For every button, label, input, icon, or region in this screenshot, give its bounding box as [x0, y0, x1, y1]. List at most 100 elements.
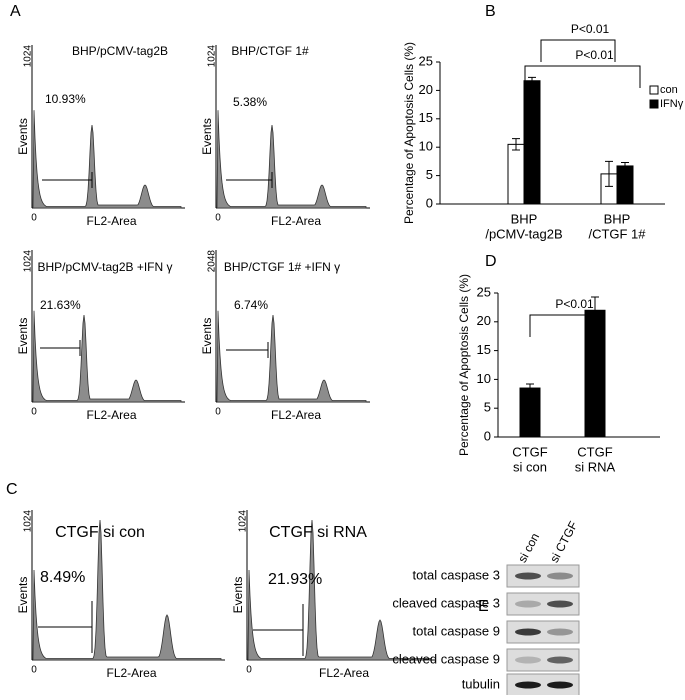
blot-strip	[506, 648, 580, 672]
blot-strip	[506, 620, 580, 644]
row-label: cleaved caspase 3	[392, 595, 500, 610]
y-max-label: 1024	[207, 45, 218, 68]
y-tick-label: 5	[484, 400, 491, 415]
histogram	[32, 519, 222, 661]
x-axis-label: FL2-Area	[86, 408, 136, 422]
band	[515, 656, 541, 664]
histogram-title: BHP/CTGF 1# +IFN γ	[224, 260, 340, 274]
band	[515, 600, 541, 608]
annotation: P<0.01	[571, 22, 610, 36]
x-axis-label: FL2-Area	[319, 666, 369, 680]
x-zero-label: 0	[31, 407, 37, 418]
histogram	[32, 310, 182, 403]
y-max-label: 1024	[23, 45, 34, 68]
y-axis-label: Events	[200, 318, 214, 355]
y-max-label: 1024	[23, 510, 34, 533]
y-tick-label: 0	[426, 195, 433, 210]
legend-label: IFNγ	[660, 98, 684, 110]
y-axis-label: Percentage of Apoptosis Cells (%)	[457, 274, 471, 456]
error-bar	[528, 76, 536, 85]
y-tick-label: 0	[484, 428, 491, 443]
row-label: tubulin	[462, 676, 500, 691]
band	[547, 572, 573, 580]
histogram-title: BHP/CTGF 1#	[231, 44, 309, 58]
x-tick-label: CTGF	[512, 444, 547, 459]
band	[547, 628, 573, 636]
bracket	[540, 39, 616, 62]
y-max-label: 2048	[207, 250, 218, 273]
x-tick-label: /CTGF 1#	[588, 226, 646, 241]
panel-label: E	[478, 598, 489, 615]
row-label: total caspase 3	[413, 567, 500, 582]
histogram	[247, 519, 432, 661]
y-axis-label: Events	[16, 118, 30, 155]
gate-label: 6.74%	[234, 298, 268, 312]
histogram-title: CTGF si RNA	[269, 524, 367, 541]
y-tick-label: 20	[419, 82, 433, 97]
x-tick-label: si RNA	[575, 459, 616, 474]
histogram-title: CTGF si con	[55, 524, 145, 541]
row-label: total caspase 9	[413, 623, 500, 638]
band	[515, 628, 541, 636]
legend-label: con	[660, 84, 678, 96]
panel-label: D	[485, 253, 497, 270]
x-axis-label: FL2-Area	[106, 666, 156, 680]
band	[515, 681, 541, 689]
legend-swatch	[649, 85, 659, 95]
y-tick-label: 15	[477, 342, 491, 357]
y-tick-label: 25	[419, 53, 433, 68]
band	[547, 656, 573, 664]
y-tick-label: 25	[477, 284, 491, 299]
lane-label: si CTGF	[547, 519, 580, 565]
x-zero-label: 0	[215, 213, 221, 224]
histogram-title: BHP/pCMV-tag2B +IFN γ	[37, 260, 172, 274]
blot-strip	[506, 592, 580, 616]
blot-strip	[506, 564, 580, 588]
bar	[519, 387, 541, 438]
y-axis-label: Percentage of Apoptosis Cells (%)	[402, 42, 416, 224]
x-axis-label: FL2-Area	[86, 214, 136, 228]
x-zero-label: 0	[31, 665, 37, 676]
y-axis-label: Events	[16, 577, 30, 614]
x-axis-label: FL2-Area	[271, 214, 321, 228]
gate-label: 10.93%	[45, 92, 86, 106]
histogram	[216, 110, 367, 209]
y-tick-label: 10	[477, 371, 491, 386]
y-max-label: 1024	[23, 250, 34, 273]
gate-label: 21.63%	[40, 298, 81, 312]
legend-swatch	[649, 99, 659, 109]
x-tick-label: /pCMV-tag2B	[485, 226, 562, 241]
histogram	[32, 110, 182, 209]
histogram	[216, 310, 367, 403]
y-tick-label: 10	[419, 139, 433, 154]
x-zero-label: 0	[215, 407, 221, 418]
panel-label: B	[485, 3, 496, 20]
error-bar	[526, 383, 534, 393]
x-zero-label: 0	[246, 665, 252, 676]
annotation: P<0.01	[555, 297, 594, 311]
bar	[523, 80, 541, 205]
panel-label: A	[10, 3, 21, 20]
y-axis-label: Events	[200, 118, 214, 155]
band	[547, 681, 573, 689]
y-axis-label: Events	[231, 577, 245, 614]
error-bar	[605, 160, 613, 187]
y-tick-label: 5	[426, 167, 433, 182]
y-tick-label: 20	[477, 313, 491, 328]
x-tick-label: si con	[513, 459, 547, 474]
row-label: cleaved caspase 9	[392, 651, 500, 666]
histogram-title: BHP/pCMV-tag2B	[72, 44, 168, 58]
bar	[616, 165, 634, 205]
y-max-label: 1024	[238, 510, 249, 533]
x-tick-label: BHP	[511, 211, 538, 226]
y-tick-label: 15	[419, 110, 433, 125]
x-axis-label: FL2-Area	[271, 408, 321, 422]
x-tick-label: BHP	[604, 211, 631, 226]
error-bar	[591, 296, 599, 325]
error-bar	[621, 162, 629, 170]
band	[547, 600, 573, 608]
y-axis-label: Events	[16, 318, 30, 355]
bar	[507, 143, 525, 205]
panel-label: C	[6, 481, 18, 498]
